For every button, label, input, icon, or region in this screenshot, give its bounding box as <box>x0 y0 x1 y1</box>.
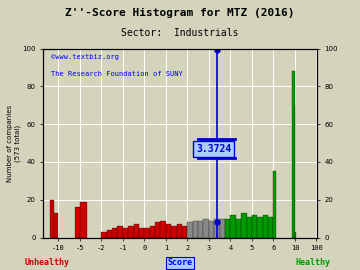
Text: Unhealthy: Unhealthy <box>24 258 69 267</box>
Text: Healthy: Healthy <box>296 258 331 267</box>
Bar <box>252 215 257 238</box>
Bar <box>198 221 203 238</box>
Bar <box>161 221 166 238</box>
Bar <box>101 232 107 238</box>
Bar <box>230 215 236 238</box>
Bar <box>273 171 276 238</box>
Bar <box>203 219 209 238</box>
Bar <box>128 226 134 238</box>
Bar <box>177 224 182 238</box>
Bar <box>209 221 214 238</box>
Text: Z''-Score Histogram for MTZ (2016): Z''-Score Histogram for MTZ (2016) <box>65 8 295 18</box>
Bar <box>171 226 177 238</box>
Bar <box>107 230 112 238</box>
Bar <box>166 224 171 238</box>
Text: Sector:  Industrials: Sector: Industrials <box>121 28 239 38</box>
Bar <box>247 217 252 238</box>
Bar <box>214 219 220 238</box>
Bar <box>263 215 268 238</box>
Bar <box>112 228 117 238</box>
Bar <box>193 221 198 238</box>
Bar <box>241 213 247 238</box>
Bar <box>54 213 58 238</box>
Text: 3.3724: 3.3724 <box>196 144 231 154</box>
Bar <box>257 217 263 238</box>
Bar <box>220 219 225 238</box>
Text: Score: Score <box>167 258 193 267</box>
Bar <box>292 71 295 238</box>
Y-axis label: Number of companies
(573 total): Number of companies (573 total) <box>7 104 21 182</box>
Bar <box>50 200 54 238</box>
Bar <box>182 226 187 238</box>
Bar <box>187 222 193 238</box>
Bar <box>144 228 150 238</box>
Bar <box>225 219 230 238</box>
Bar <box>117 226 123 238</box>
Bar <box>76 207 80 238</box>
Bar <box>139 228 144 238</box>
Bar <box>268 217 273 238</box>
Bar <box>236 219 241 238</box>
Text: The Research Foundation of SUNY: The Research Foundation of SUNY <box>51 71 183 77</box>
Bar <box>155 222 161 238</box>
Text: ©www.textbiz.org: ©www.textbiz.org <box>51 54 120 60</box>
Bar <box>80 202 87 238</box>
Bar <box>134 224 139 238</box>
Bar <box>150 226 155 238</box>
Bar <box>123 228 128 238</box>
